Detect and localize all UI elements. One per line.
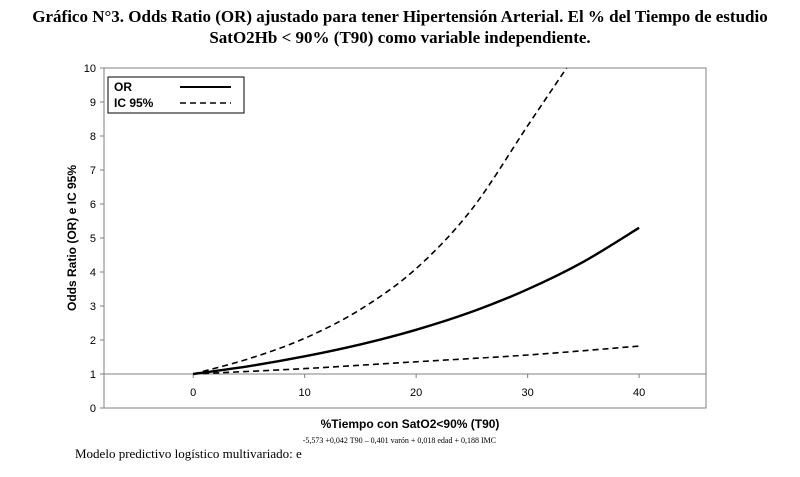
model-formula: Modelo predictivo logístico multivariado… bbox=[75, 436, 496, 462]
plot-area-frame bbox=[103, 67, 707, 409]
y-tick-label: 10 bbox=[84, 63, 96, 75]
formula-text: Modelo predictivo logístico multivariado… bbox=[75, 446, 302, 461]
series-lines bbox=[192, 67, 640, 376]
legend: OR IC 95% bbox=[107, 76, 245, 114]
y-tick-label: 4 bbox=[90, 267, 96, 279]
y-axis: 0 1 2 3 4 5 6 7 8 9 10 bbox=[84, 63, 104, 415]
chart-title: Gráfico N°3. Odds Ratio (OR) ajustado pa… bbox=[0, 6, 800, 48]
series-ic95-upper-line bbox=[192, 67, 568, 375]
y-tick-label: 7 bbox=[90, 165, 96, 177]
y-tick-label: 9 bbox=[90, 97, 96, 109]
x-axis-label: %Tiempo con SatO2<90% (T90) bbox=[321, 417, 500, 431]
y-tick-label: 2 bbox=[90, 335, 96, 347]
x-tick-label: 0 bbox=[190, 387, 196, 399]
y-tick-label: 5 bbox=[90, 233, 96, 245]
y-tick-label: 0 bbox=[90, 403, 96, 415]
x-tick-label: 40 bbox=[633, 387, 645, 399]
chart-title-line-1: Gráfico N°3. Odds Ratio (OR) ajustado pa… bbox=[32, 7, 768, 26]
series-or-line bbox=[193, 226, 640, 376]
x-tick-label: 10 bbox=[299, 387, 311, 399]
series-ic95-lower-line bbox=[193, 345, 640, 375]
x-tick-label: 20 bbox=[410, 387, 422, 399]
legend-label-or: OR bbox=[114, 80, 132, 94]
formula-exponent: -5,573 +0,042 T90 – 0,401 varón + 0,018 … bbox=[302, 436, 497, 445]
legend-box bbox=[107, 76, 245, 114]
y-tick-label: 6 bbox=[90, 199, 96, 211]
y-axis-label: Odds Ratio (OR) e IC 95% bbox=[65, 165, 79, 311]
y-tick-label: 1 bbox=[90, 369, 96, 381]
y-tick-label: 8 bbox=[90, 131, 96, 143]
legend-label-ic95: IC 95% bbox=[114, 96, 154, 110]
x-tick-label: 30 bbox=[522, 387, 534, 399]
y-tick-label: 3 bbox=[90, 301, 96, 313]
chart-title-line-2: SatO2Hb < 90% (T90) como variable indepe… bbox=[209, 28, 591, 47]
